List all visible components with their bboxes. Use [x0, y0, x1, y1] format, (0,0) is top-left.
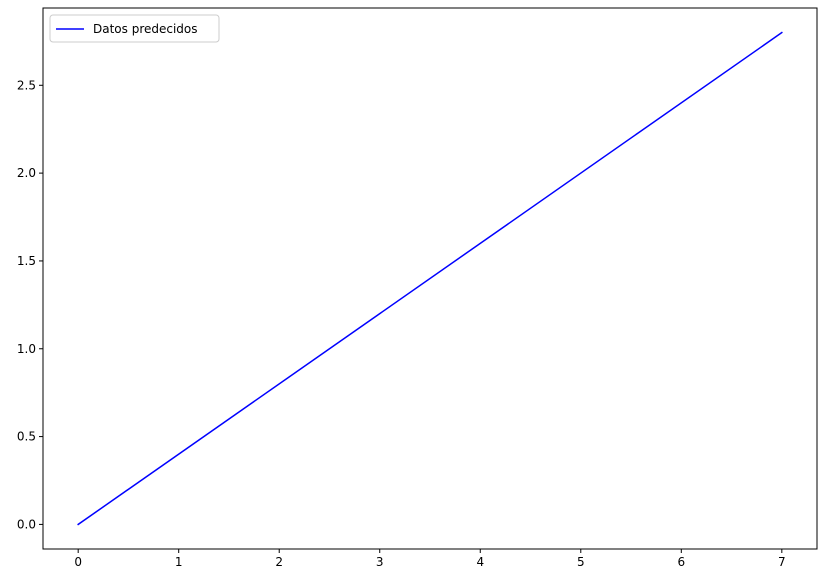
x-tick-label: 2: [275, 555, 283, 569]
axes-frame: [42, 7, 818, 550]
axes: 0 1 2 3 4 5 6 7 0.0 0.5 1.0 1.5 2.0 2.5: [17, 7, 818, 569]
x-tick-label: 3: [376, 555, 384, 569]
x-tick-label: 5: [577, 555, 585, 569]
y-tick-label: 2.5: [17, 78, 36, 92]
x-tick-label: 6: [677, 555, 685, 569]
legend: Datos predecidos: [49, 14, 220, 43]
legend-label-0: Datos predecidos: [93, 22, 198, 36]
legend-box: [49, 14, 220, 43]
y-tick-label: 1.0: [17, 342, 36, 356]
series-line-0: [77, 31, 783, 526]
y-tick-label: 0.0: [17, 517, 36, 531]
y-tick-label: 0.5: [17, 430, 36, 444]
plot-area: [77, 31, 783, 526]
x-tick-label: 7: [778, 555, 786, 569]
y-tick-label: 1.5: [17, 254, 36, 268]
x-tick-label: 4: [476, 555, 484, 569]
y-tick-label: 2.0: [17, 166, 36, 180]
x-tick-label: 0: [74, 555, 82, 569]
x-tick-label: 1: [175, 555, 183, 569]
